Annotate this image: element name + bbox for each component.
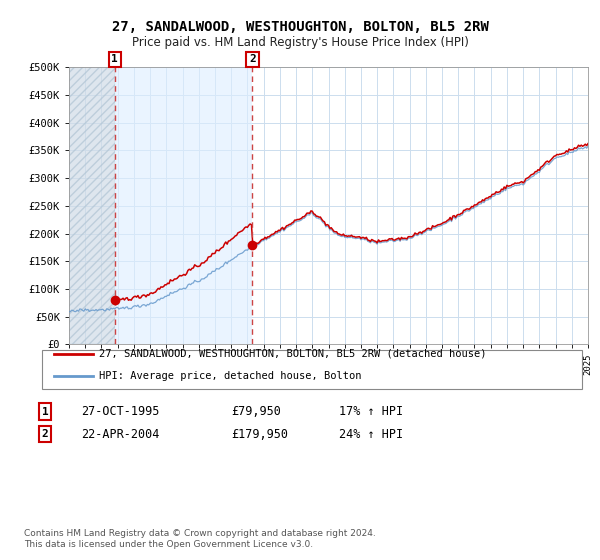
Text: 1: 1 [112, 54, 118, 64]
Text: 27, SANDALWOOD, WESTHOUGHTON, BOLTON, BL5 2RW: 27, SANDALWOOD, WESTHOUGHTON, BOLTON, BL… [112, 20, 488, 34]
Text: 1: 1 [41, 407, 49, 417]
Text: £179,950: £179,950 [231, 427, 288, 441]
Bar [115, 67, 253, 344]
Text: 27-OCT-1995: 27-OCT-1995 [81, 405, 160, 418]
Text: Price paid vs. HM Land Registry's House Price Index (HPI): Price paid vs. HM Land Registry's House … [131, 36, 469, 49]
Text: HPI: Average price, detached house, Bolton: HPI: Average price, detached house, Bolt… [99, 371, 361, 381]
Text: 2: 2 [41, 429, 49, 439]
Bar [69, 67, 115, 344]
Text: 27, SANDALWOOD, WESTHOUGHTON, BOLTON, BL5 2RW (detached house): 27, SANDALWOOD, WESTHOUGHTON, BOLTON, BL… [99, 349, 487, 359]
Text: 2: 2 [249, 54, 256, 64]
Text: £79,950: £79,950 [231, 405, 281, 418]
Text: 24% ↑ HPI: 24% ↑ HPI [339, 427, 403, 441]
Text: 17% ↑ HPI: 17% ↑ HPI [339, 405, 403, 418]
Text: Contains HM Land Registry data © Crown copyright and database right 2024.
This d: Contains HM Land Registry data © Crown c… [24, 529, 376, 549]
Text: 22-APR-2004: 22-APR-2004 [81, 427, 160, 441]
